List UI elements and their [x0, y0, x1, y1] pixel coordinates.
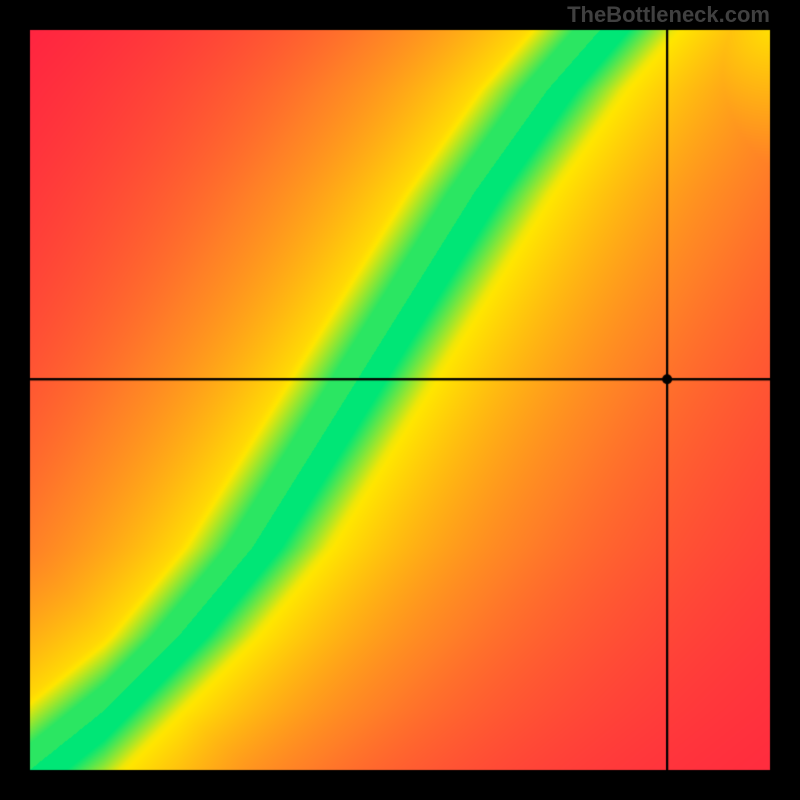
heatmap-canvas [0, 0, 800, 800]
watermark-text: TheBottleneck.com [567, 2, 770, 28]
chart-container: TheBottleneck.com [0, 0, 800, 800]
